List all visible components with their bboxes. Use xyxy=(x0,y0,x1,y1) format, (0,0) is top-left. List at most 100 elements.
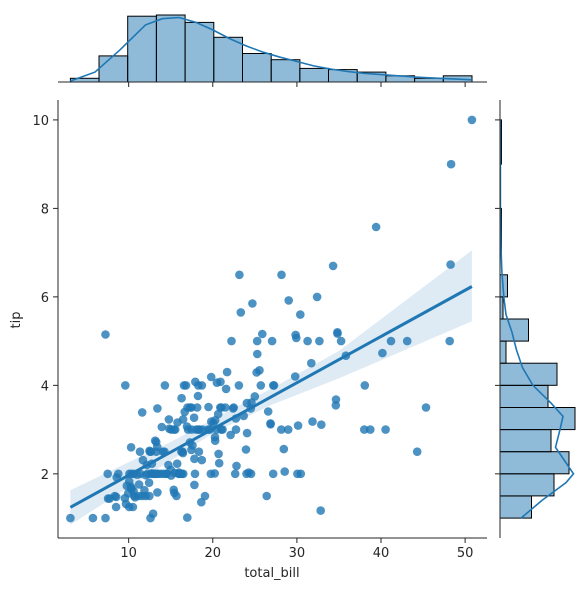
scatter-point-141 xyxy=(214,449,223,459)
scatter-point-111 xyxy=(190,454,199,464)
scatter-point-154 xyxy=(229,403,238,412)
y-tick-label-6: 6 xyxy=(41,291,49,306)
scatter-point-44 xyxy=(145,491,154,501)
scatter-point-163 xyxy=(241,445,251,454)
scatter-point-204 xyxy=(315,336,324,346)
x-tick-label-50: 50 xyxy=(457,546,474,561)
x-hist-bar-6 xyxy=(242,53,272,83)
scatter-point-206 xyxy=(317,420,326,430)
scatter-point-157 xyxy=(231,425,241,434)
scatter-point-177 xyxy=(256,381,266,390)
x-tick-label-10: 10 xyxy=(120,546,137,561)
scatter-point-152 xyxy=(227,336,236,346)
scatter-point-2 xyxy=(101,513,110,523)
marginal-y-histogram xyxy=(495,100,576,538)
scatter-point-174 xyxy=(252,336,262,346)
scatter-point-117 xyxy=(193,391,203,401)
scatter-point-184 xyxy=(268,469,278,479)
x-axis-label: total_bill xyxy=(244,566,299,581)
y-kde-curve xyxy=(499,119,575,519)
x-hist-bar-3 xyxy=(155,14,186,83)
scatter-point-134 xyxy=(210,469,219,478)
scatter-point-147 xyxy=(218,425,227,434)
y-hist-bar-3 xyxy=(499,429,552,453)
regression-line xyxy=(69,285,473,509)
scatter-point-187 xyxy=(277,425,286,434)
scatter-point-91 xyxy=(177,393,186,403)
scatter-point-84 xyxy=(172,459,182,469)
scatter-point-149 xyxy=(221,384,231,394)
scatter-point-207 xyxy=(328,261,338,271)
scatter-point-140 xyxy=(213,409,223,419)
scatter-point-172 xyxy=(250,392,260,401)
scatter-point-95 xyxy=(178,415,188,424)
scatter-point-225 xyxy=(446,260,455,269)
regression-ci-band xyxy=(70,250,472,525)
scatter-point-69 xyxy=(160,381,170,390)
scatter-point-216 xyxy=(366,425,375,434)
scatter-point-211 xyxy=(333,329,342,338)
scatter-point-144 xyxy=(216,377,225,387)
scatter-point-200 xyxy=(303,336,312,346)
scatter-point-122 xyxy=(197,497,206,507)
y-hist-bar-1 xyxy=(499,473,555,497)
scatter-point-52 xyxy=(148,509,158,518)
scatter-point-178 xyxy=(258,329,267,339)
scatter-point-8 xyxy=(111,502,121,512)
scatter-point-205 xyxy=(316,506,326,515)
x-tick-label-40: 40 xyxy=(373,546,390,561)
x-hist-bar-5 xyxy=(213,36,244,83)
x-hist-bar-4 xyxy=(184,21,215,83)
scatter-point-101 xyxy=(183,513,192,522)
scatter-point-60 xyxy=(152,442,162,452)
scatter-point-33 xyxy=(135,447,145,457)
scatter-point-223 xyxy=(421,403,431,412)
y-axis-label: tip xyxy=(9,312,24,329)
scatter-point-82 xyxy=(170,425,180,434)
scatter-point-21 xyxy=(126,443,136,452)
x-hist-bar-7 xyxy=(270,59,301,83)
scatter-point-182 xyxy=(266,420,275,429)
scatter-point-158 xyxy=(232,461,241,471)
scatter-point-215 xyxy=(360,381,370,390)
scatter-point-188 xyxy=(277,270,286,280)
scatter-point-169 xyxy=(246,469,256,479)
y-tick-label-4: 4 xyxy=(41,379,49,394)
scatter-point-159 xyxy=(234,381,244,390)
scatter-point-193 xyxy=(290,372,300,381)
scatter-point-62 xyxy=(153,488,162,497)
scatter-point-195 xyxy=(292,333,301,343)
scatter-point-136 xyxy=(210,436,220,446)
scatter-point-201 xyxy=(307,358,316,368)
scatter-point-96 xyxy=(179,469,188,479)
scatter-point-227 xyxy=(467,115,477,125)
scatter-point-212 xyxy=(336,336,346,346)
y-hist-bar-4 xyxy=(499,407,576,431)
scatter-point-25 xyxy=(128,502,138,512)
scatter-point-83 xyxy=(172,491,181,501)
scatter-point-186 xyxy=(269,381,279,390)
scatter-point-175 xyxy=(252,349,262,359)
scatter-point-180 xyxy=(263,407,273,416)
scatter-point-94 xyxy=(178,448,188,458)
scatter-point-142 xyxy=(214,458,224,468)
scatter-point-198 xyxy=(296,310,305,319)
scatter-point-209 xyxy=(331,395,341,404)
y-tick-label-10: 10 xyxy=(32,114,49,129)
scatter-point-1 xyxy=(88,513,98,523)
scatter-point-0 xyxy=(66,513,75,523)
scatter-point-113 xyxy=(190,469,200,479)
scatter-point-220 xyxy=(386,336,396,346)
y-hist-bar-6 xyxy=(499,362,558,386)
y-hist-bar-0 xyxy=(499,495,532,519)
x-hist-bar-8 xyxy=(299,67,329,83)
scatter-point-197 xyxy=(293,421,303,430)
scatter-point-183 xyxy=(267,336,277,346)
x-hist-bar-1 xyxy=(98,55,129,83)
scatter-point-124 xyxy=(197,381,207,390)
scatter-point-155 xyxy=(230,469,240,479)
scatter-point-3 xyxy=(101,330,110,339)
x-tick-label-30: 30 xyxy=(289,546,306,561)
y-hist-bar-2 xyxy=(499,451,570,475)
scatter-point-222 xyxy=(412,447,422,457)
